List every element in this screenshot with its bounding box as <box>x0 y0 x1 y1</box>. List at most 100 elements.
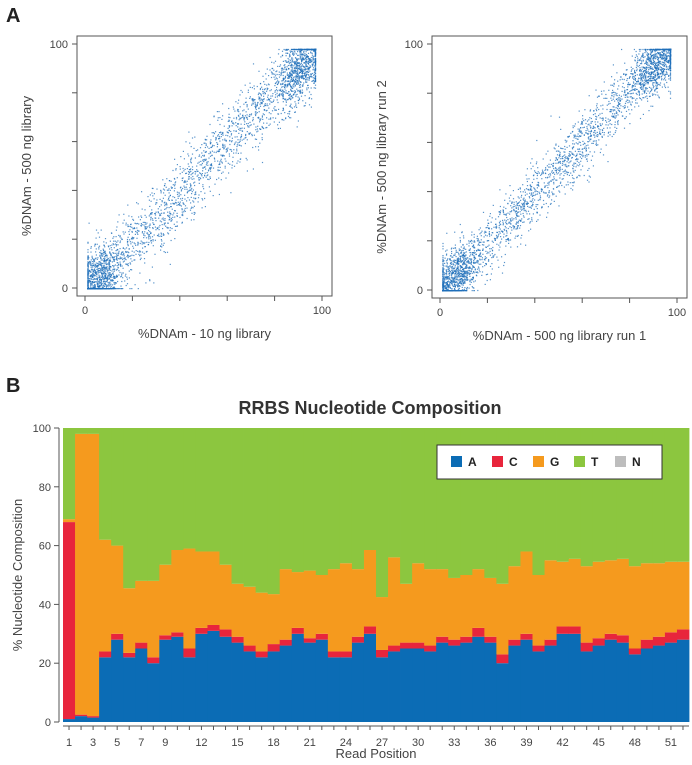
scatter-point <box>555 171 558 174</box>
scatter-point <box>312 62 314 64</box>
scatter-point <box>108 261 110 263</box>
scatter-point <box>461 279 463 281</box>
scatter-point <box>295 70 297 72</box>
scatter-point <box>466 286 468 289</box>
scatter-point <box>94 258 96 260</box>
scatter-point <box>552 165 554 167</box>
scatter-point <box>255 108 257 111</box>
scatter-point <box>613 96 615 98</box>
scatter-point <box>183 203 185 205</box>
scatter-point <box>292 71 294 73</box>
scatter-point <box>473 254 475 257</box>
scatter-point <box>216 146 218 148</box>
scatter-point <box>305 57 307 59</box>
scatter-point <box>103 261 105 263</box>
scatter-point <box>200 172 202 175</box>
scatter-point <box>658 60 660 62</box>
scatter-point <box>314 50 317 52</box>
scatter-point <box>225 149 227 151</box>
scatter-point <box>223 125 225 127</box>
scatter-point <box>93 288 95 290</box>
scatter-point <box>109 259 111 261</box>
scatter-point <box>473 252 475 254</box>
scatter-point <box>191 178 193 180</box>
scatter-point <box>241 127 243 129</box>
scatter-point <box>290 98 292 100</box>
scatter-point <box>545 202 547 205</box>
scatter-point <box>108 268 110 270</box>
scatter-point <box>138 223 140 225</box>
scatter-point <box>264 103 266 105</box>
scatter-point <box>159 206 161 208</box>
scatter-point <box>294 67 296 69</box>
scatter-point <box>624 96 626 98</box>
scatter-point <box>181 179 183 182</box>
scatter-point <box>521 206 523 208</box>
scatter-point <box>99 277 101 279</box>
scatter-point <box>240 117 242 119</box>
scatter-point <box>230 130 232 133</box>
scatter-point <box>473 241 475 243</box>
scatter-point <box>90 266 92 268</box>
scatter-point <box>296 69 299 71</box>
scatter-point <box>205 168 207 170</box>
scatter-point <box>645 67 647 69</box>
scatter-point <box>521 204 524 206</box>
scatter-point <box>152 195 154 197</box>
scatter-point <box>185 186 187 188</box>
scatter-point <box>282 86 284 88</box>
scatter-point <box>289 94 291 96</box>
scatter-point <box>100 281 102 284</box>
scatter-point <box>116 268 118 270</box>
scatter-point <box>447 288 449 290</box>
scatter-point <box>566 161 568 163</box>
scatter-point <box>565 163 567 165</box>
scatter-point <box>563 170 565 172</box>
scatter-point <box>625 94 627 96</box>
scatter-1-y-axis-label: %DNAm - 500 ng library <box>19 95 34 236</box>
scatter-point <box>184 180 186 182</box>
scatter-point <box>488 228 490 230</box>
scatter-point <box>154 253 156 255</box>
scatter-point <box>216 143 219 145</box>
scatter-point <box>122 288 124 290</box>
scatter-point <box>542 191 545 193</box>
scatter-point <box>126 283 129 285</box>
scatter-point <box>558 205 560 207</box>
scatter-point <box>461 273 463 275</box>
scatter-point <box>607 132 609 134</box>
scatter-point <box>93 288 95 290</box>
scatter-point <box>301 76 303 78</box>
scatter-point <box>306 56 309 58</box>
scatter-point <box>303 68 305 70</box>
scatter-point <box>640 59 642 62</box>
scatter-point <box>288 62 290 64</box>
scatter-point <box>96 275 98 277</box>
scatter-point <box>240 134 243 136</box>
scatter-point <box>202 154 204 157</box>
scatter-point <box>113 266 115 268</box>
scatter-point <box>186 168 188 170</box>
scatter-point <box>272 73 274 75</box>
scatter-point <box>442 256 444 258</box>
scatter-point <box>224 167 226 169</box>
scatter-point <box>89 260 91 263</box>
scatter-point <box>141 232 143 234</box>
scatter-point <box>236 162 238 164</box>
scatter-point <box>457 265 459 267</box>
scatter-point <box>194 181 196 183</box>
scatter-point <box>469 255 471 257</box>
scatter-point <box>110 279 112 281</box>
scatter-point <box>130 269 132 271</box>
scatter-point <box>225 140 227 142</box>
scatter-point <box>100 270 102 272</box>
scatter-point <box>107 285 109 287</box>
scatter-point <box>103 266 105 268</box>
scatter-point <box>508 242 510 244</box>
scatter-point <box>127 265 129 267</box>
scatter-point <box>108 246 110 248</box>
scatter-point <box>125 222 127 224</box>
scatter-point <box>298 83 300 85</box>
scatter-point <box>314 60 317 62</box>
scatter-point <box>251 98 253 100</box>
